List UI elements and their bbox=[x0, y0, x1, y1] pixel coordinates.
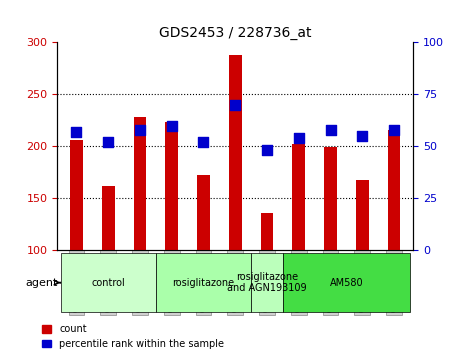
Bar bbox=[102, 186, 115, 250]
Point bbox=[358, 133, 366, 139]
Point bbox=[73, 129, 80, 135]
Bar bbox=[229, 55, 241, 250]
Point bbox=[390, 127, 397, 132]
Text: rosiglitazone
and AGN193109: rosiglitazone and AGN193109 bbox=[227, 272, 307, 293]
Title: GDS2453 / 228736_at: GDS2453 / 228736_at bbox=[159, 26, 312, 40]
Point bbox=[263, 148, 271, 153]
Bar bbox=[197, 175, 210, 250]
Point bbox=[105, 139, 112, 145]
FancyBboxPatch shape bbox=[61, 253, 156, 312]
FancyBboxPatch shape bbox=[251, 253, 283, 312]
Text: rosiglitazone: rosiglitazone bbox=[173, 278, 235, 287]
Legend: count, percentile rank within the sample: count, percentile rank within the sample bbox=[42, 324, 224, 349]
Bar bbox=[70, 140, 83, 250]
Point bbox=[200, 139, 207, 145]
Point bbox=[168, 123, 175, 129]
Bar bbox=[388, 130, 400, 250]
Point bbox=[232, 102, 239, 108]
FancyBboxPatch shape bbox=[283, 253, 410, 312]
Text: control: control bbox=[91, 278, 125, 287]
Bar bbox=[292, 144, 305, 250]
Text: AM580: AM580 bbox=[330, 278, 363, 287]
Bar bbox=[165, 122, 178, 250]
Point bbox=[295, 135, 302, 141]
Bar bbox=[324, 147, 337, 250]
Bar bbox=[261, 213, 274, 250]
Text: agent: agent bbox=[25, 278, 60, 287]
Bar bbox=[356, 179, 369, 250]
Point bbox=[327, 127, 334, 132]
Bar bbox=[134, 117, 146, 250]
FancyBboxPatch shape bbox=[156, 253, 251, 312]
Point bbox=[136, 127, 144, 132]
